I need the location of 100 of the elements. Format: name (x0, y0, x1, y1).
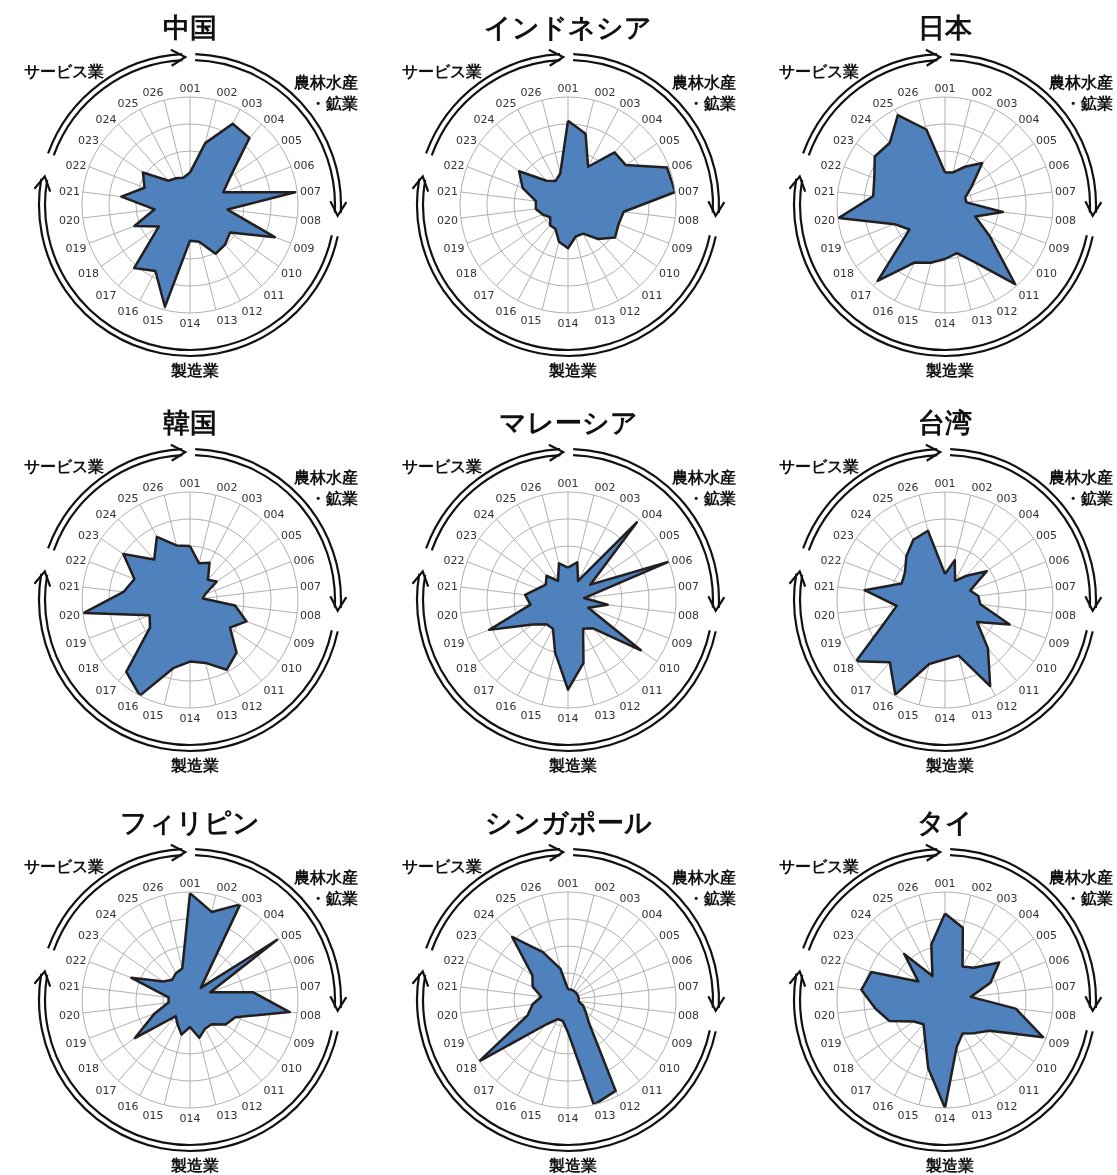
spoke-label: 024 (850, 908, 872, 922)
spoke-label: 006 (671, 553, 693, 567)
spoke-label: 023 (832, 529, 854, 543)
spoke-label: 019 (65, 1036, 87, 1050)
spoke-label: 022 (820, 953, 842, 967)
spoke-label: 012 (619, 699, 641, 713)
spoke-label: 023 (77, 134, 99, 148)
spoke-label: 014 (934, 316, 956, 330)
spoke-label: 025 (872, 96, 894, 110)
spoke-label: 013 (594, 314, 616, 328)
spoke-label: 026 (897, 881, 919, 895)
spoke-label: 011 (641, 683, 663, 697)
spoke-label: 018 (77, 662, 99, 676)
spoke-label: 006 (1048, 158, 1070, 172)
spoke-label: 012 (996, 1099, 1018, 1113)
chart-title: 中国 (163, 12, 217, 44)
spoke-label: 023 (832, 929, 854, 943)
spoke-label: 007 (1054, 185, 1076, 199)
spoke-label: 011 (1018, 288, 1040, 302)
spoke-label: 016 (117, 1099, 139, 1113)
spoke-label: 003 (619, 96, 641, 110)
spoke-label: 004 (641, 508, 663, 522)
spoke-label: 015 (897, 709, 919, 723)
spoke-label: 020 (437, 608, 459, 622)
spoke-label: 020 (437, 213, 459, 227)
spoke-label: 008 (1054, 213, 1076, 227)
spoke-label: 020 (814, 608, 836, 622)
chart-title: タイ (917, 807, 973, 839)
spoke-label: 004 (641, 113, 663, 127)
spoke-label: 002 (971, 881, 993, 895)
spoke-label: 004 (1018, 908, 1040, 922)
spoke-label: 019 (820, 636, 842, 650)
text: 製造業 (548, 361, 597, 380)
spoke-label: 020 (59, 608, 81, 622)
spoke-label: 016 (117, 699, 139, 713)
spoke-label: 005 (659, 529, 681, 543)
spoke-label: 005 (659, 929, 681, 943)
spoke-label: 006 (1048, 953, 1070, 967)
spoke-label: 013 (216, 314, 238, 328)
spoke-label: 014 (934, 711, 956, 725)
spoke-label: 015 (142, 1109, 164, 1123)
spoke-label: 012 (996, 699, 1018, 713)
text: サービス業 (24, 457, 104, 476)
spoke-label: 006 (1048, 553, 1070, 567)
spoke-label: 012 (241, 699, 263, 713)
spoke-label: 018 (77, 1062, 99, 1076)
spoke-label: 024 (95, 908, 117, 922)
spoke-label: 007 (677, 980, 699, 994)
spoke-label: 020 (814, 1008, 836, 1022)
spoke-label: 022 (443, 158, 465, 172)
chart-title: インドネシア (484, 12, 652, 44)
spoke-label: 008 (299, 1008, 321, 1022)
spoke-label: 001 (557, 877, 579, 891)
spoke-label: 022 (65, 553, 87, 567)
spoke-label: 008 (677, 213, 699, 227)
text: サービス業 (779, 457, 859, 476)
spoke-label: 022 (820, 553, 842, 567)
spoke-label: 022 (65, 953, 87, 967)
spoke-label: 022 (443, 953, 465, 967)
text: サービス業 (24, 857, 104, 876)
spoke-label: 015 (520, 1109, 542, 1123)
chart-title: 台湾 (918, 407, 972, 439)
text: 農林水産・鉱業 (293, 868, 358, 908)
spoke-label: 007 (299, 185, 321, 199)
spoke-label: 010 (659, 1062, 681, 1076)
spoke-label: 023 (455, 929, 477, 943)
spoke-label: 020 (59, 1008, 81, 1022)
text: 農林水産・鉱業 (1048, 73, 1113, 113)
spoke-label: 024 (850, 508, 872, 522)
spoke-label: 013 (971, 314, 993, 328)
spoke-label: 005 (1036, 929, 1058, 943)
spoke-label: 019 (820, 1036, 842, 1050)
spoke-label: 015 (520, 709, 542, 723)
spoke-label: 015 (520, 314, 542, 328)
spoke-label: 026 (142, 86, 164, 100)
spoke-label: 006 (293, 158, 315, 172)
spoke-label: 020 (437, 1008, 459, 1022)
spoke-label: 008 (677, 1008, 699, 1022)
spoke-label: 017 (473, 1083, 495, 1097)
text: 製造業 (548, 1156, 597, 1175)
spoke-label: 021 (814, 580, 836, 594)
spoke-label: 003 (241, 96, 263, 110)
spoke-label: 025 (872, 891, 894, 905)
text: 製造業 (170, 756, 219, 775)
spoke-label: 011 (1018, 683, 1040, 697)
spoke-label: 024 (473, 113, 495, 127)
spoke-label: 005 (659, 134, 681, 148)
spoke-label: 018 (832, 1062, 854, 1076)
spoke-label: 023 (77, 529, 99, 543)
spoke-label: 022 (443, 553, 465, 567)
spoke-label: 009 (293, 636, 315, 650)
spoke-label: 019 (443, 636, 465, 650)
spoke-label: 014 (179, 711, 201, 725)
spoke-label: 001 (179, 477, 201, 491)
spoke-label: 018 (455, 267, 477, 281)
chart-title: 日本 (918, 12, 973, 44)
spoke-label: 026 (520, 86, 542, 100)
spoke-label: 010 (1036, 662, 1058, 676)
spoke-label: 008 (299, 608, 321, 622)
spoke-label: 010 (281, 1062, 303, 1076)
